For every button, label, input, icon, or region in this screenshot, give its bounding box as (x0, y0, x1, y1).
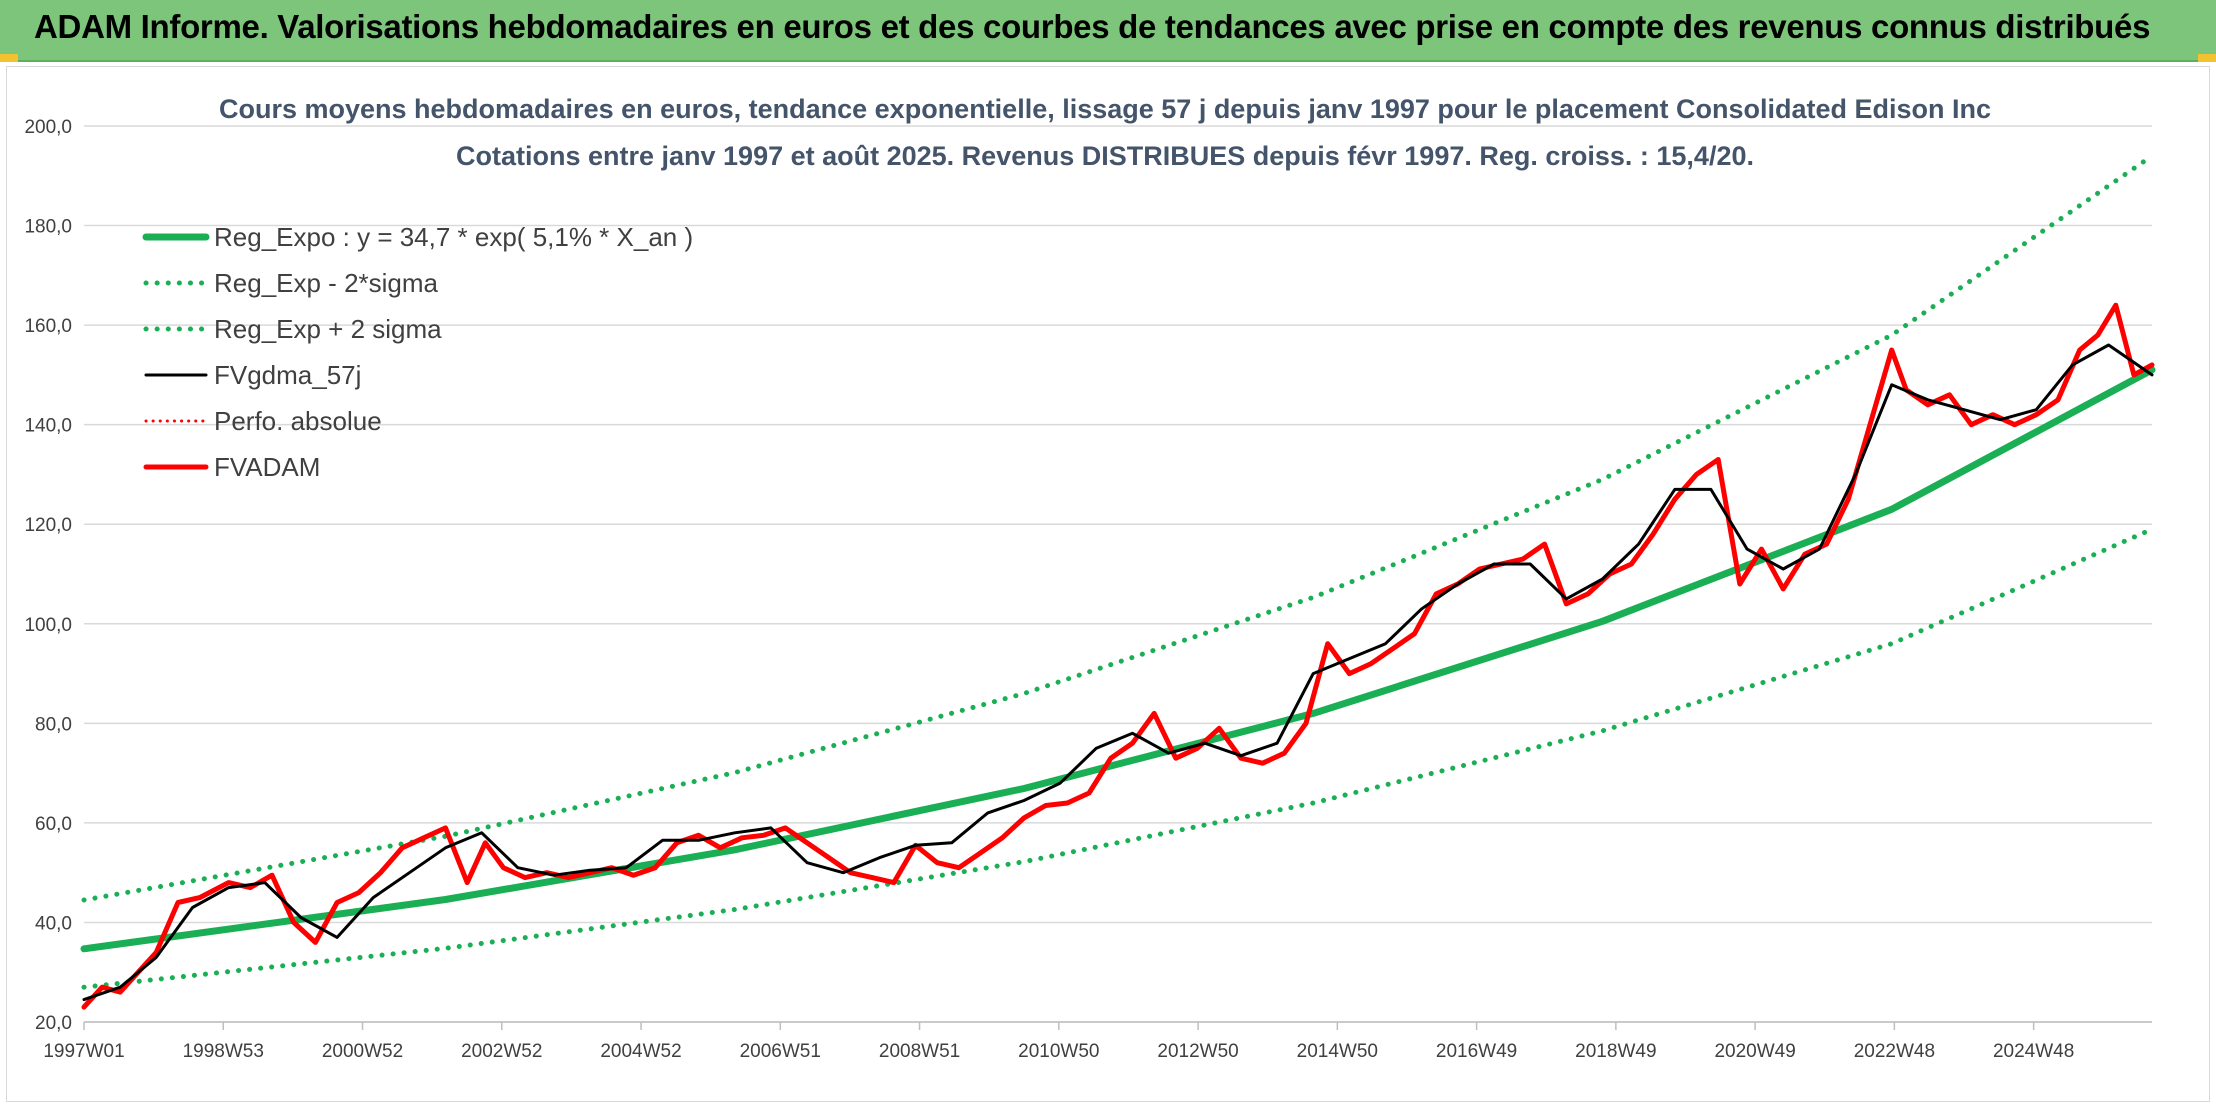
x-tick-label: 2022W48 (1854, 1041, 1935, 1062)
series-line-3 (82, 343, 2154, 1002)
y-tick-label: 140,0 (24, 416, 72, 437)
x-tick-label: 2018W49 (1575, 1041, 1656, 1062)
y-axis-ticks: 20,0 40,0 60,0 80,0 100,0 120,0 140,0 160,0 180,… (24, 117, 72, 1034)
report-title: ADAM Informe. Valorisations hebdomadaire… (34, 8, 2151, 45)
x-tick-label: 2012W50 (1157, 1041, 1238, 1062)
y-tick-label: 120,0 (24, 515, 72, 536)
x-tick-label: 2024W48 (1993, 1041, 2074, 1062)
chart-grid (83, 125, 2152, 1030)
corner-marker-right (2198, 54, 2216, 62)
legend-label: FVgdma_57j (214, 360, 361, 390)
series-line-4 (81, 302, 2155, 1010)
x-tick-label: 2010W50 (1018, 1041, 1099, 1062)
series-line-0 (80, 366, 2156, 953)
legend-label: Reg_Exp + 2 sigma (214, 314, 442, 344)
x-tick-label: 2002W52 (461, 1041, 542, 1062)
legend-label: FVADAM (214, 452, 320, 482)
y-tick-label: 180,0 (24, 217, 72, 238)
chart-subtitle: Cotations entre janv 1997 et août 2025. … (456, 141, 1754, 171)
y-tick-label: 60,0 (35, 814, 72, 835)
x-tick-label: 2004W52 (600, 1041, 681, 1062)
y-tick-label: 80,0 (35, 714, 72, 735)
y-tick-label: 200,0 (24, 117, 72, 138)
chart-legend: Reg_Expo : y = 34,7 * exp( 5,1% * X_an )… (142, 222, 693, 482)
x-axis-ticks: 1997W01 1998W53 2000W52 2002W52 2004W52 2006W… (43, 1041, 2074, 1062)
legend-label: Perfo. absolue (214, 406, 382, 436)
legend-label: Reg_Exp - 2*sigma (214, 268, 439, 298)
x-tick-label: 2014W50 (1297, 1041, 1378, 1062)
legend-label: Reg_Expo : y = 34,7 * exp( 5,1% * X_an ) (214, 222, 693, 252)
x-tick-label: 1998W53 (183, 1041, 264, 1062)
series-line-1 (81, 526, 2155, 990)
y-tick-label: 20,0 (35, 1013, 72, 1034)
x-tick-label: 2000W52 (322, 1041, 403, 1062)
chart-series (80, 153, 2156, 1010)
y-tick-label: 100,0 (24, 615, 72, 636)
report-banner: ADAM Informe. Valorisations hebdomadaire… (0, 0, 2216, 62)
x-tick-label: 2020W49 (1714, 1041, 1795, 1062)
chart-title: Cours moyens hebdomadaires en euros, ten… (219, 94, 1991, 124)
y-tick-label: 40,0 (35, 913, 72, 934)
x-tick-label: 2016W49 (1436, 1041, 1517, 1062)
x-tick-label: 2006W51 (740, 1041, 821, 1062)
x-tick-label: 2008W51 (879, 1041, 960, 1062)
x-tick-label: 1997W01 (43, 1041, 124, 1062)
chart-frame (6, 66, 2210, 1102)
corner-marker-left (0, 54, 18, 62)
y-tick-label: 160,0 (24, 316, 72, 337)
